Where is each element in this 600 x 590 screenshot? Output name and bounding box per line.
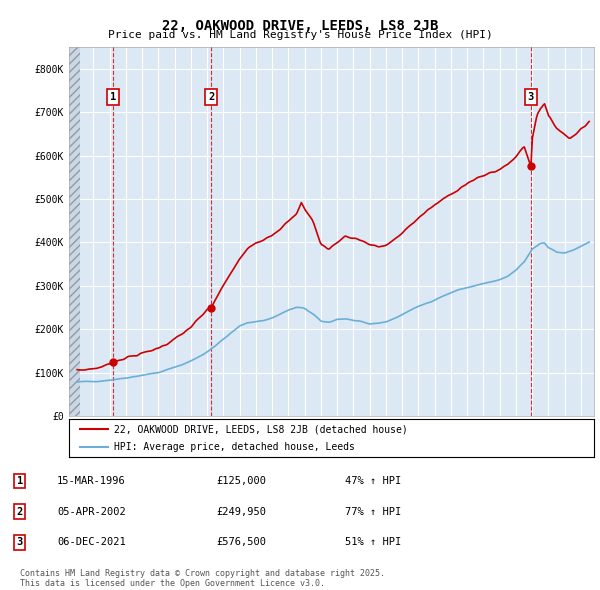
Text: 51% ↑ HPI: 51% ↑ HPI: [345, 537, 401, 547]
Text: Contains HM Land Registry data © Crown copyright and database right 2025.
This d: Contains HM Land Registry data © Crown c…: [20, 569, 385, 588]
Bar: [69, 47, 80, 416]
Text: 3: 3: [528, 92, 534, 102]
Text: 22, OAKWOOD DRIVE, LEEDS, LS8 2JB (detached house): 22, OAKWOOD DRIVE, LEEDS, LS8 2JB (detac…: [113, 424, 407, 434]
Text: 2: 2: [208, 92, 214, 102]
Text: 77% ↑ HPI: 77% ↑ HPI: [345, 507, 401, 516]
Text: £576,500: £576,500: [216, 537, 266, 547]
Text: £249,950: £249,950: [216, 507, 266, 516]
Text: 47% ↑ HPI: 47% ↑ HPI: [345, 476, 401, 486]
Text: 3: 3: [17, 537, 23, 547]
Text: 05-APR-2002: 05-APR-2002: [57, 507, 126, 516]
Text: £125,000: £125,000: [216, 476, 266, 486]
Text: 22, OAKWOOD DRIVE, LEEDS, LS8 2JB: 22, OAKWOOD DRIVE, LEEDS, LS8 2JB: [162, 19, 438, 33]
Text: 15-MAR-1996: 15-MAR-1996: [57, 476, 126, 486]
Text: Price paid vs. HM Land Registry's House Price Index (HPI): Price paid vs. HM Land Registry's House …: [107, 30, 493, 40]
Text: 1: 1: [17, 476, 23, 486]
Text: HPI: Average price, detached house, Leeds: HPI: Average price, detached house, Leed…: [113, 442, 355, 452]
Text: 2: 2: [17, 507, 23, 516]
Text: 1: 1: [110, 92, 116, 102]
Text: 06-DEC-2021: 06-DEC-2021: [57, 537, 126, 547]
